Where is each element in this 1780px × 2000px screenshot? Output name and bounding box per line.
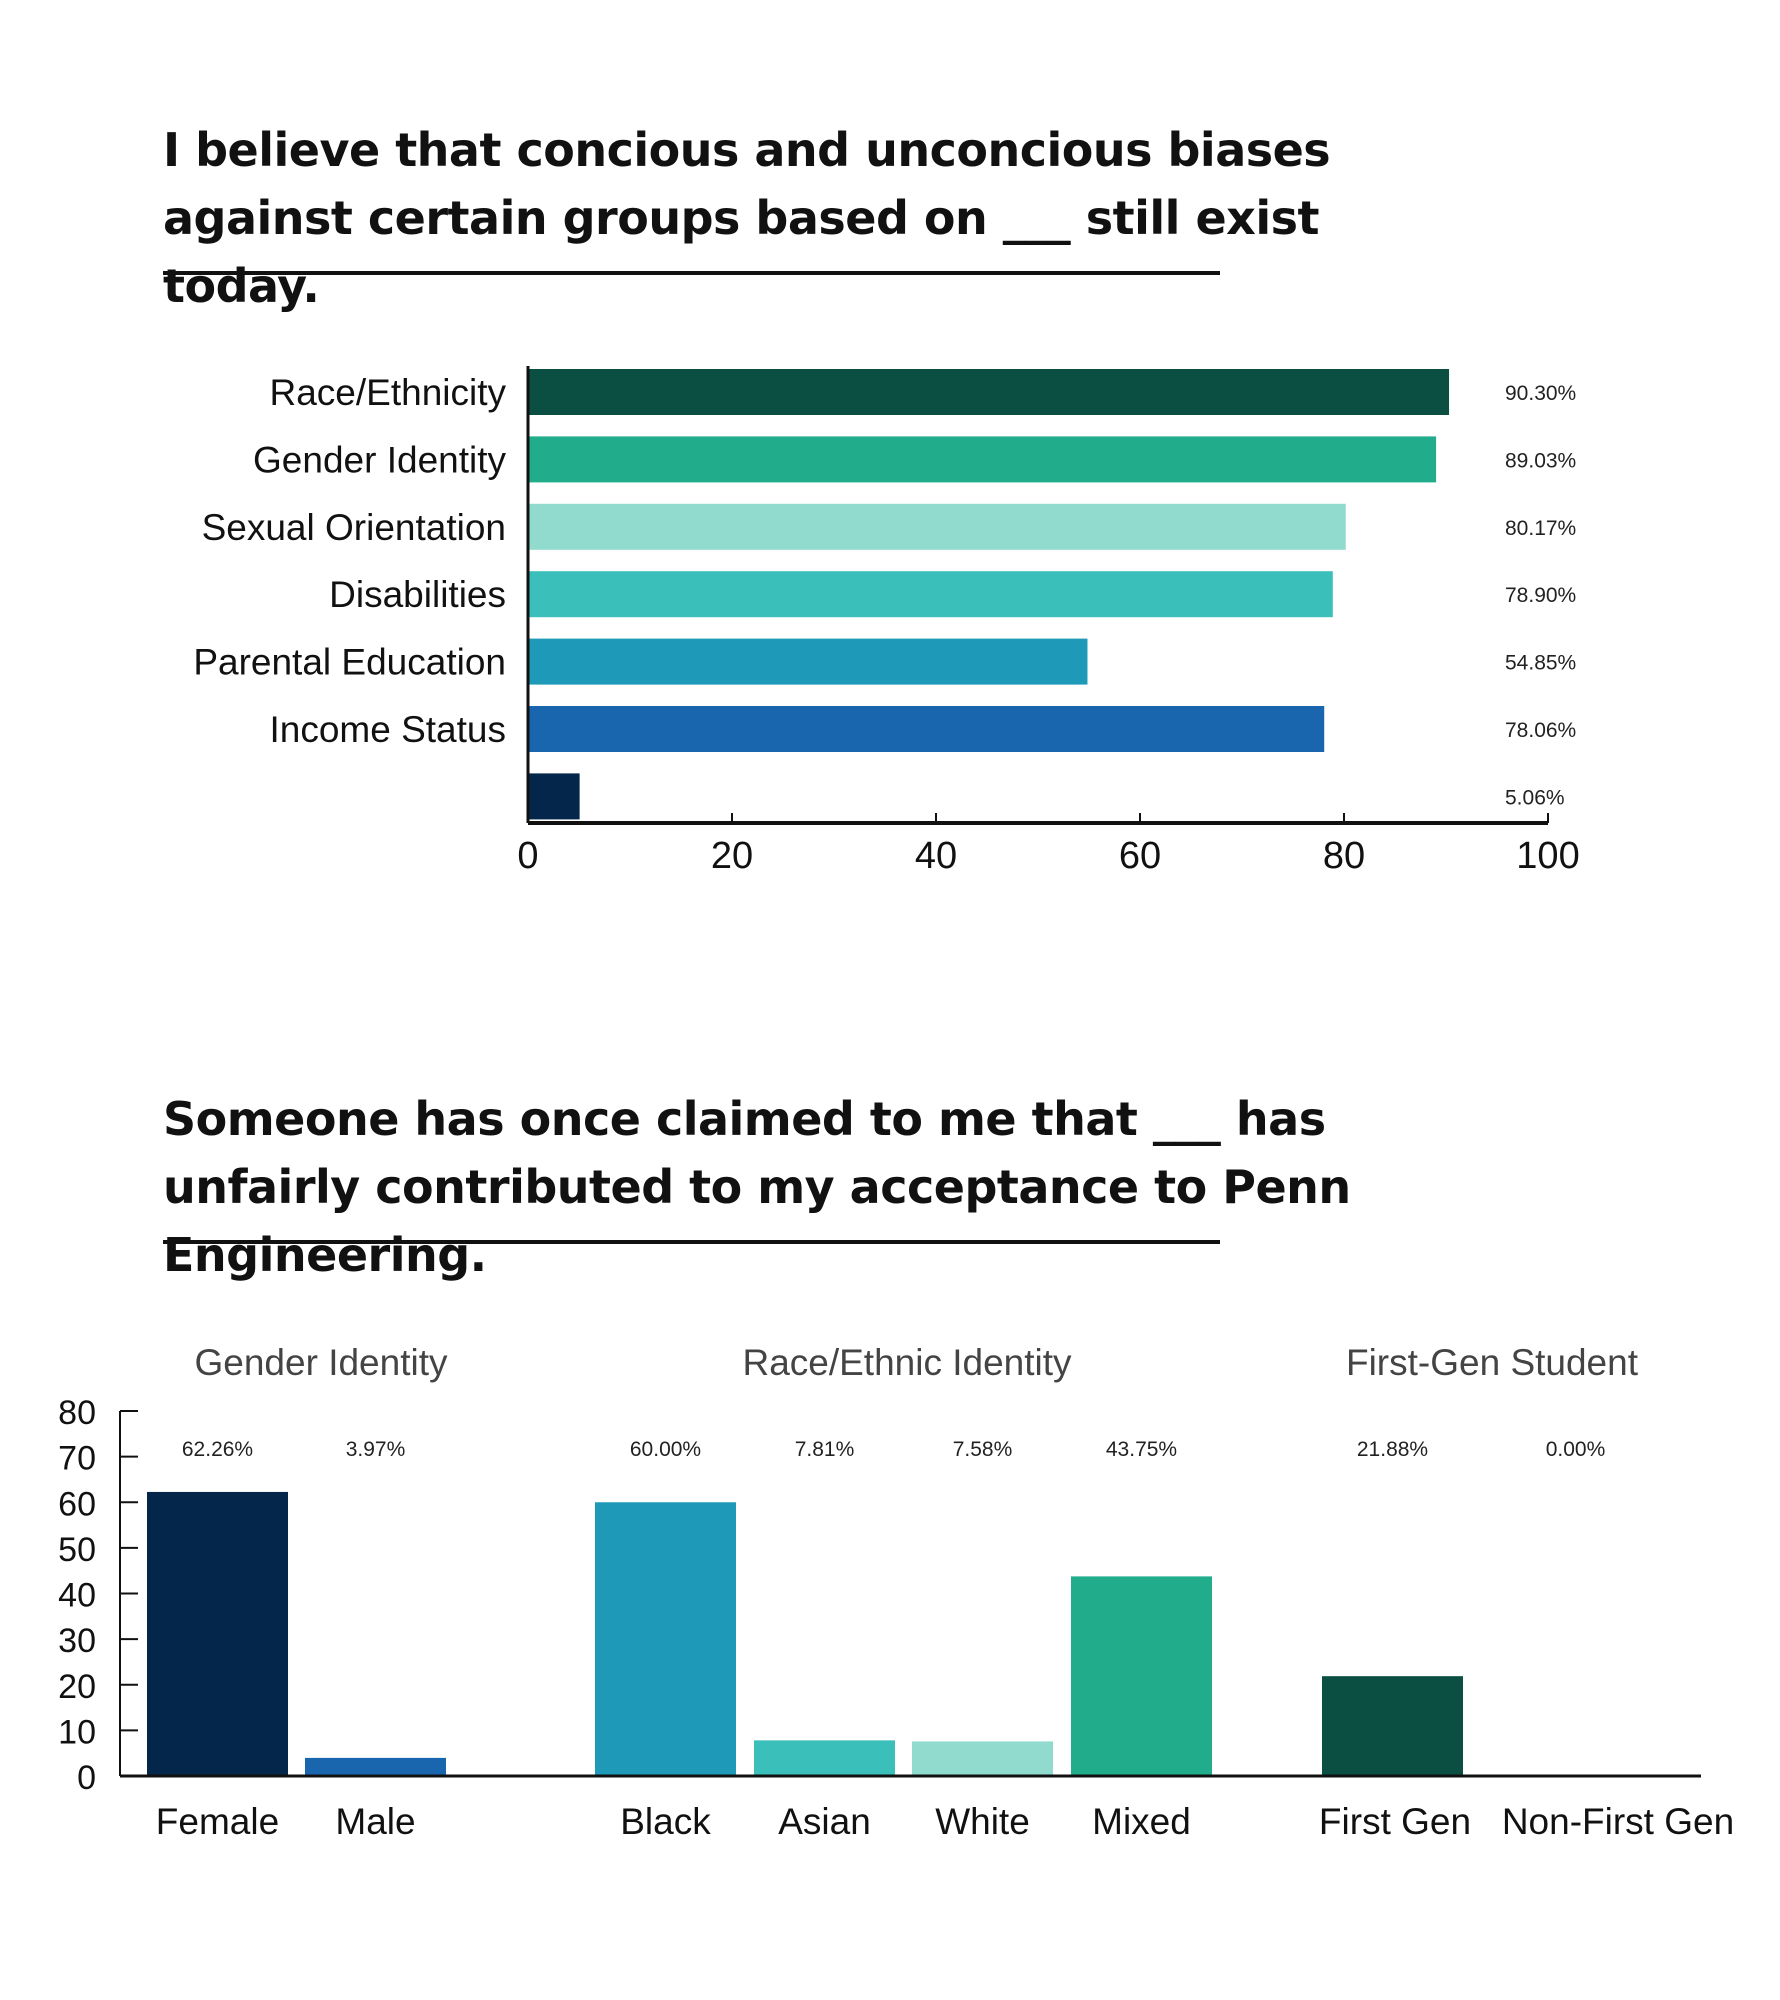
- data-label: 80.17%: [1505, 517, 1576, 540]
- bar-disabilities: [528, 571, 1333, 618]
- y-tick-label: 20: [58, 1668, 96, 1706]
- bar-sexual-orientation: [528, 503, 1346, 550]
- chart2-title-underline: [163, 1240, 1220, 1244]
- data-label: 43.75%: [1106, 1438, 1177, 1461]
- category-label: Mixed: [1092, 1801, 1191, 1842]
- y-tick-label: 80: [58, 1394, 96, 1432]
- data-label: 3.97%: [346, 1438, 406, 1461]
- y-tick-label: 60: [58, 1485, 96, 1523]
- bar-parental-education: [528, 638, 1088, 685]
- bar-gender-identity: [528, 436, 1437, 483]
- chart2-title: Someone has once claimed to me that ___ …: [163, 1092, 1351, 1282]
- bar-mixed: [1071, 1576, 1212, 1776]
- category-label: Income Status: [269, 709, 506, 750]
- category-label: First Gen: [1319, 1801, 1471, 1842]
- data-label: 21.88%: [1357, 1438, 1428, 1461]
- category-label: White: [935, 1801, 1030, 1842]
- data-label: 78.90%: [1505, 584, 1576, 607]
- bar-first-gen: [1322, 1676, 1463, 1776]
- category-label: Sexual Orientation: [202, 507, 506, 548]
- bar-unlabeled: [528, 773, 580, 820]
- y-tick-label: 30: [58, 1622, 96, 1660]
- category-label: Asian: [778, 1801, 871, 1842]
- data-label: 0.00%: [1546, 1438, 1606, 1461]
- group-header: Race/Ethnic Identity: [742, 1342, 1072, 1383]
- bar-black: [595, 1502, 736, 1776]
- data-label: 60.00%: [630, 1438, 701, 1461]
- y-tick-label: 50: [58, 1531, 96, 1569]
- y-tick-label: 0: [77, 1759, 96, 1797]
- category-label: Non-First Gen: [1502, 1801, 1734, 1842]
- data-label: 5.06%: [1505, 786, 1565, 809]
- x-tick-label: 0: [517, 835, 538, 877]
- bar-white: [912, 1741, 1053, 1776]
- data-label: 7.81%: [795, 1438, 855, 1461]
- group-header: First-Gen Student: [1346, 1342, 1639, 1383]
- bar-male: [305, 1757, 446, 1776]
- data-label: 78.06%: [1505, 719, 1576, 742]
- category-label: Disabilities: [329, 574, 506, 615]
- x-tick-label: 80: [1323, 835, 1365, 877]
- category-label: Black: [620, 1801, 711, 1842]
- category-label: Male: [335, 1801, 415, 1842]
- category-label: Race/Ethnicity: [270, 372, 507, 413]
- chart1-title-underline: [163, 271, 1220, 275]
- bar-female: [147, 1491, 288, 1776]
- x-tick-label: 20: [711, 835, 753, 877]
- group-header: Gender Identity: [195, 1342, 448, 1383]
- data-label: 90.30%: [1505, 382, 1576, 405]
- data-label: 62.26%: [182, 1438, 253, 1461]
- y-tick-label: 10: [58, 1713, 96, 1751]
- bar-asian: [754, 1740, 895, 1776]
- x-tick-label: 40: [915, 835, 957, 877]
- chart1-title: I believe that concious and unconcious b…: [163, 123, 1331, 313]
- x-tick-label: 60: [1119, 835, 1161, 877]
- category-label: Gender Identity: [253, 439, 506, 480]
- bar-income-status: [528, 706, 1325, 752]
- x-tick-label: 100: [1516, 835, 1579, 877]
- category-label: Female: [156, 1801, 279, 1842]
- data-label: 89.03%: [1505, 449, 1576, 472]
- data-label: 7.58%: [953, 1438, 1013, 1461]
- y-tick-label: 70: [58, 1440, 96, 1478]
- data-label: 54.85%: [1505, 652, 1576, 675]
- bar-race-ethnicity: [528, 369, 1450, 415]
- category-label: Parental Education: [193, 642, 506, 683]
- y-tick-label: 40: [58, 1577, 96, 1615]
